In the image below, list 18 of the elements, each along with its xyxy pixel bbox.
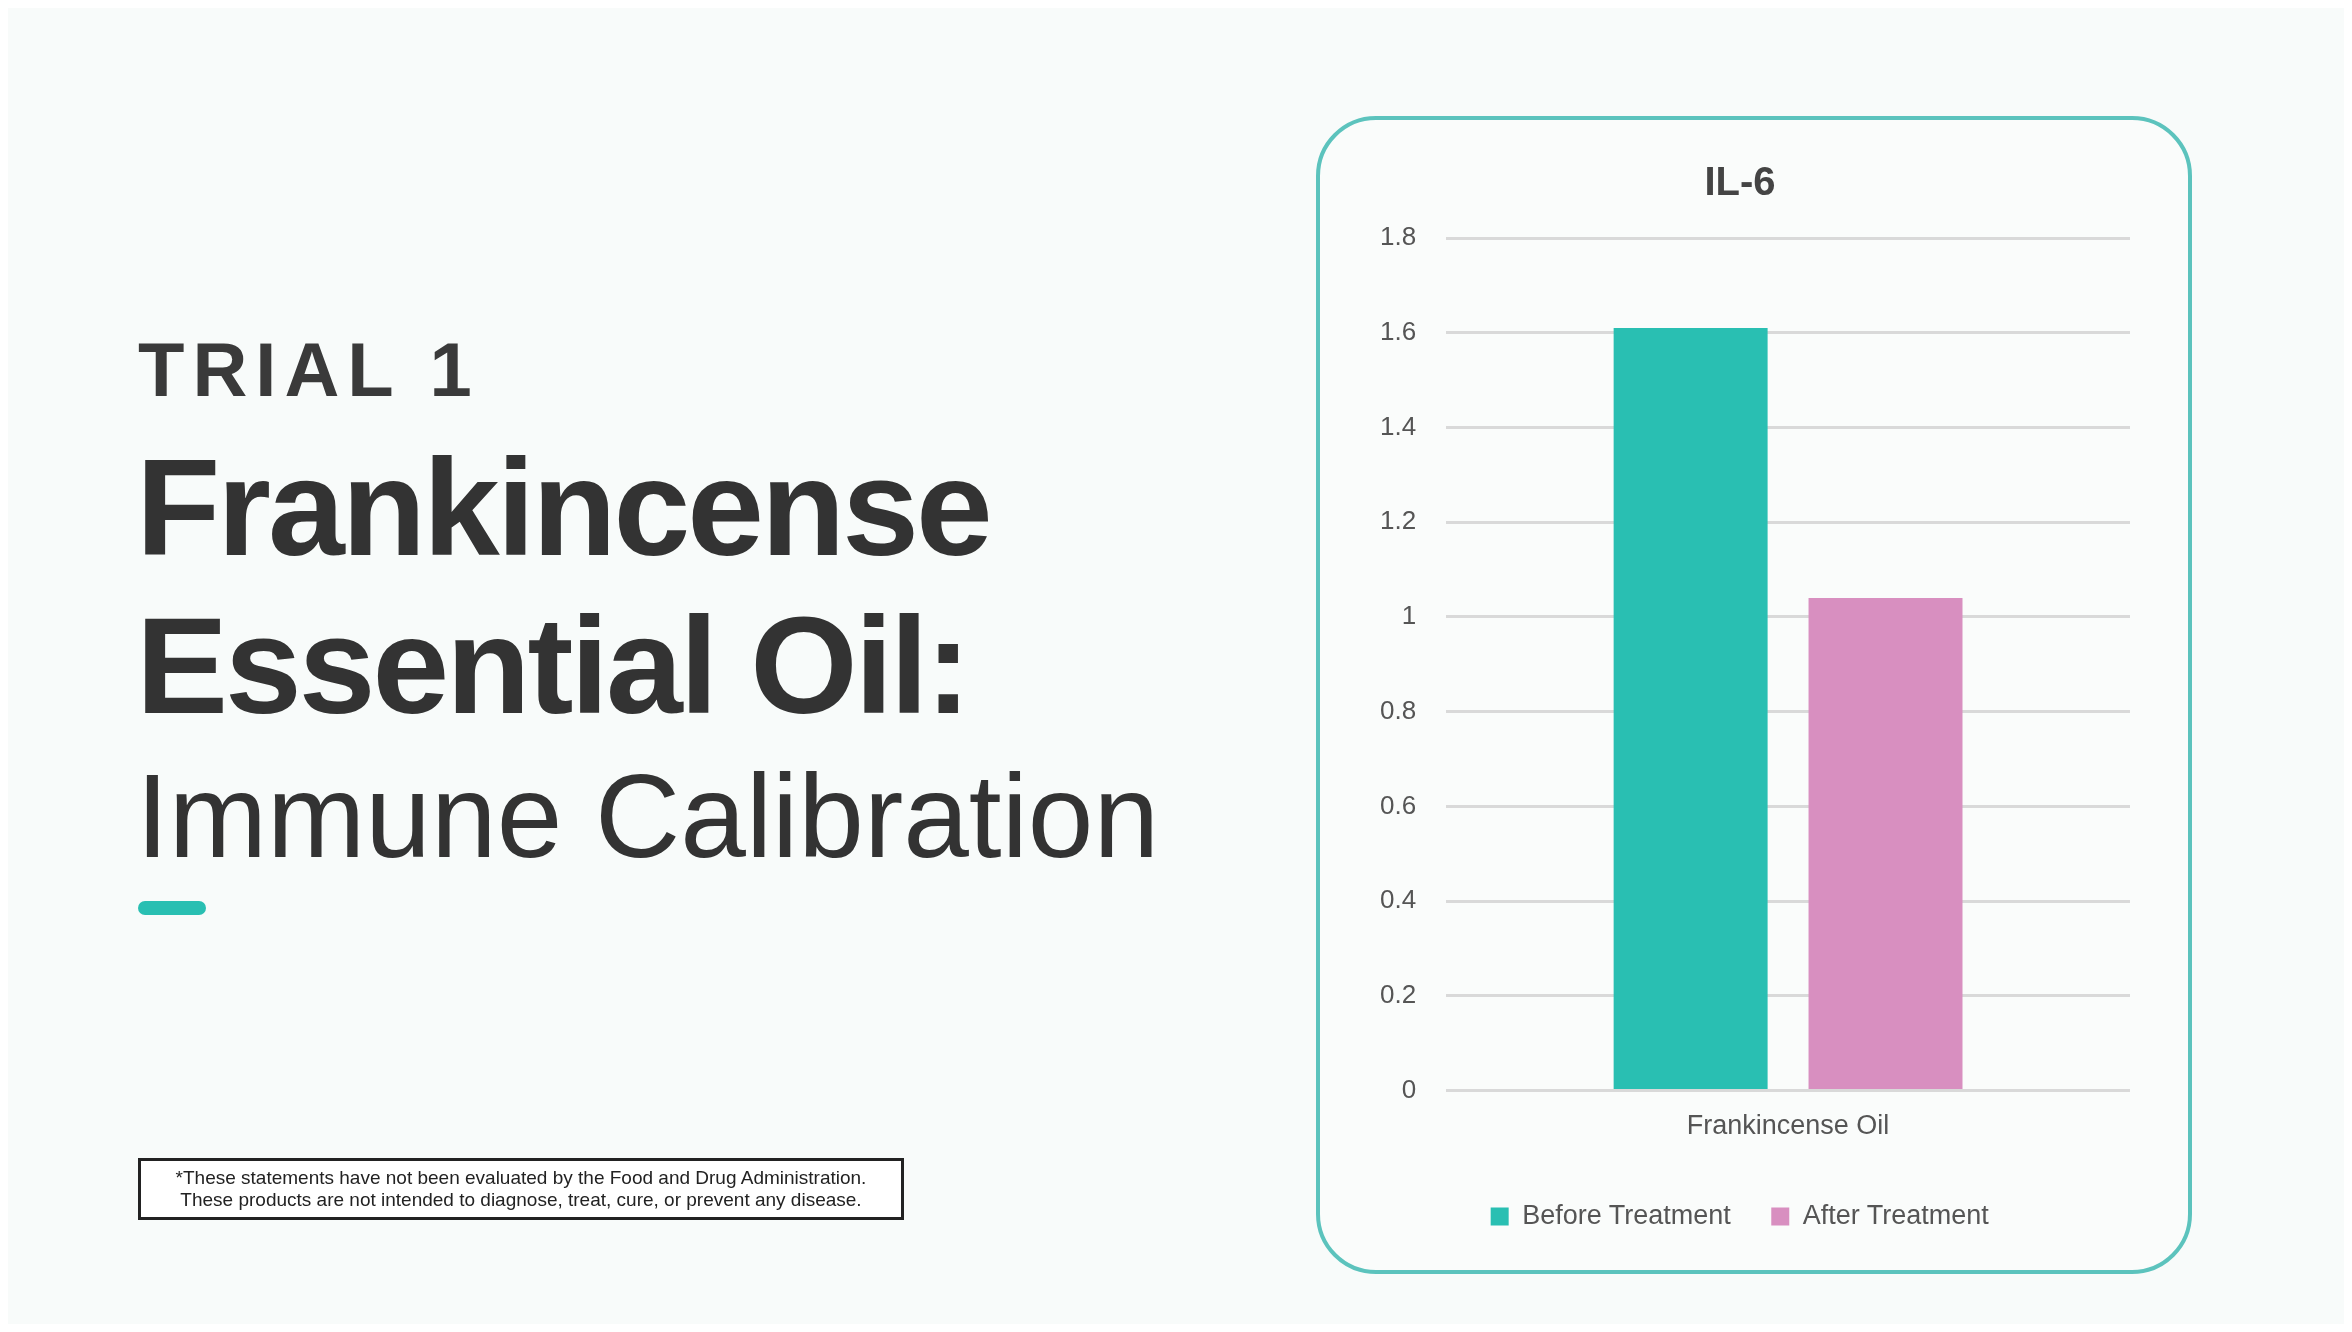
y-tick-label: 0.6 [1379,789,1417,820]
y-tick-label: 1 [1401,600,1417,631]
text: *These statements have not been evaluated by the Food and Drug Administration. These products are not intended to diagnose, treat, cure, or prevent any disease. [138,1158,904,1220]
legend-label: Before Treatment [1522,1199,1732,1230]
chart-title: IL-6 [1704,159,1776,204]
y-tick-label: 0.4 [1379,884,1417,915]
x-tick-label: Frankincense Oil [1686,1110,1890,1141]
y-tick-label: 0 [1401,1073,1417,1104]
text: Frankincense Essential Oil: [136,429,991,744]
y-tick-label: 1.8 [1379,221,1417,252]
y-tick-label: 1.4 [1379,410,1417,441]
legend-label: After Treatment [1802,1199,1990,1230]
y-tick-label: 0.8 [1379,694,1417,725]
y-tick-label: 0.2 [1379,979,1417,1010]
text: TRIAL 1 [138,326,480,413]
y-tick-label: 1.6 [1379,315,1417,346]
text: Immune Calibration [136,749,1160,884]
y-tick-label: 1.2 [1379,505,1417,536]
